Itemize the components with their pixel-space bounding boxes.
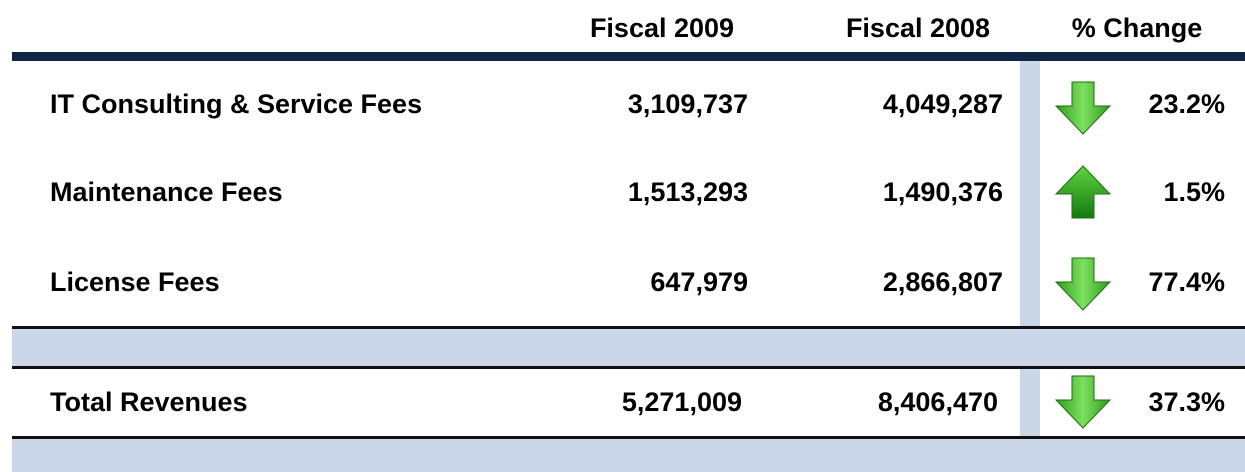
rule — [12, 366, 1245, 369]
cell: 1,513,293 — [628, 177, 748, 207]
rule — [12, 436, 1245, 439]
cell: 1,490,376 — [883, 177, 1003, 207]
down-arrow — [1054, 375, 1112, 429]
header-rule — [12, 52, 1245, 61]
row-label: Maintenance Fees — [50, 177, 283, 207]
column-header: % Change — [1072, 13, 1203, 43]
column-stripe — [1020, 60, 1040, 440]
down-arrow — [1054, 257, 1112, 311]
down-arrow — [1054, 81, 1112, 135]
rule — [12, 326, 1245, 329]
cell: 647,979 — [650, 267, 748, 297]
cell: 1.5% — [1163, 177, 1225, 207]
up-arrow — [1054, 165, 1112, 219]
cell: 5,271,009 — [622, 387, 742, 417]
cell: 8,406,470 — [878, 387, 998, 417]
row-label: License Fees — [50, 267, 220, 297]
band — [12, 329, 1245, 366]
row-label: IT Consulting & Service Fees — [50, 89, 422, 119]
row-label: Total Revenues — [50, 387, 248, 417]
row: License Fees 647,979 2,866,807 77.4% — [50, 257, 1225, 311]
cell: 77.4% — [1148, 267, 1225, 297]
cell: 2,866,807 — [883, 267, 1003, 297]
column-header: Fiscal 2009 — [590, 13, 734, 43]
row: Maintenance Fees 1,513,293 1,490,376 1.5… — [50, 165, 1225, 219]
cell: 37.3% — [1148, 387, 1225, 417]
cell: 3,109,737 — [628, 89, 748, 119]
total-row: Total Revenues 5,271,009 8,406,470 37.3% — [50, 375, 1225, 429]
column-header: Fiscal 2008 — [846, 13, 990, 43]
cell: 23.2% — [1148, 89, 1225, 119]
band — [12, 439, 1245, 472]
row: IT Consulting & Service Fees 3,109,737 4… — [50, 81, 1225, 135]
cell: 4,049,287 — [883, 89, 1003, 119]
